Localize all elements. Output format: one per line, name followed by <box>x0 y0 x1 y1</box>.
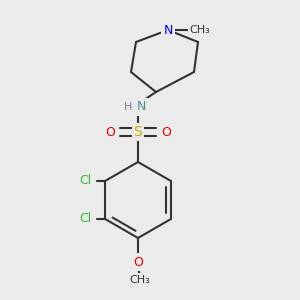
Text: O: O <box>133 256 143 268</box>
Text: N: N <box>163 23 173 37</box>
Text: N: N <box>136 100 146 113</box>
Text: Cl: Cl <box>79 175 91 188</box>
Text: CH₃: CH₃ <box>190 25 210 35</box>
Text: O: O <box>105 125 115 139</box>
Text: Cl: Cl <box>79 212 91 226</box>
Text: H: H <box>124 102 132 112</box>
Text: S: S <box>134 125 142 139</box>
Text: CH₃: CH₃ <box>130 275 150 285</box>
Text: O: O <box>161 125 171 139</box>
